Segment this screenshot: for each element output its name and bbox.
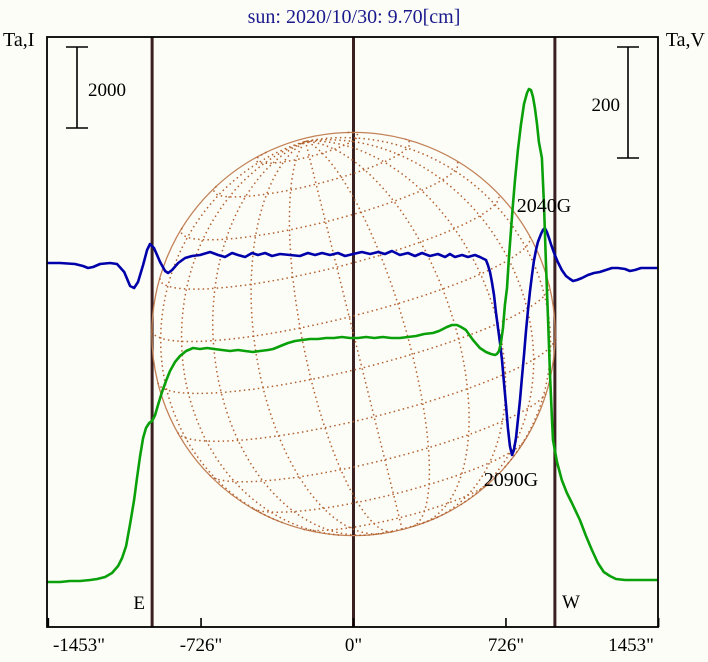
curves-group xyxy=(47,87,659,584)
polarization-scale-bar-line xyxy=(617,46,639,159)
left-axis-label: Ta,I xyxy=(3,29,34,51)
curve-ta-v xyxy=(47,87,659,584)
x-tick-labels-group: -1453" -726" 0" 726" 1453" xyxy=(53,635,654,656)
x-tick-label: -726" xyxy=(180,635,223,656)
east-limb-label: E xyxy=(133,593,145,614)
x-tick-label: -1453" xyxy=(53,635,105,656)
chart-title: sun: 2020/10/30: 9.70[cm] xyxy=(248,6,461,28)
plot-frame xyxy=(46,36,659,628)
field-annotation-lower: 2090G xyxy=(484,469,538,491)
intensity-scale-bar: 2000 xyxy=(66,46,126,129)
intensity-scale-bar-label: 2000 xyxy=(88,80,126,101)
x-ticks-group xyxy=(47,618,660,627)
sun-disk-group xyxy=(151,131,556,537)
polarization-scale-bar: 200 xyxy=(592,46,639,159)
polarization-scale-bar-label: 200 xyxy=(592,95,621,116)
x-tick-label: 0" xyxy=(345,635,362,656)
curve-ta-i xyxy=(47,226,659,457)
x-tick-label: 726" xyxy=(488,635,524,656)
field-annotation-upper: 2040G xyxy=(517,195,571,217)
right-axis-label: Ta,V xyxy=(666,29,706,51)
intensity-scale-bar-line xyxy=(66,46,88,129)
x-tick-label: 1453" xyxy=(608,635,654,656)
west-limb-label: W xyxy=(562,592,580,613)
heliographic-grid xyxy=(151,131,556,537)
